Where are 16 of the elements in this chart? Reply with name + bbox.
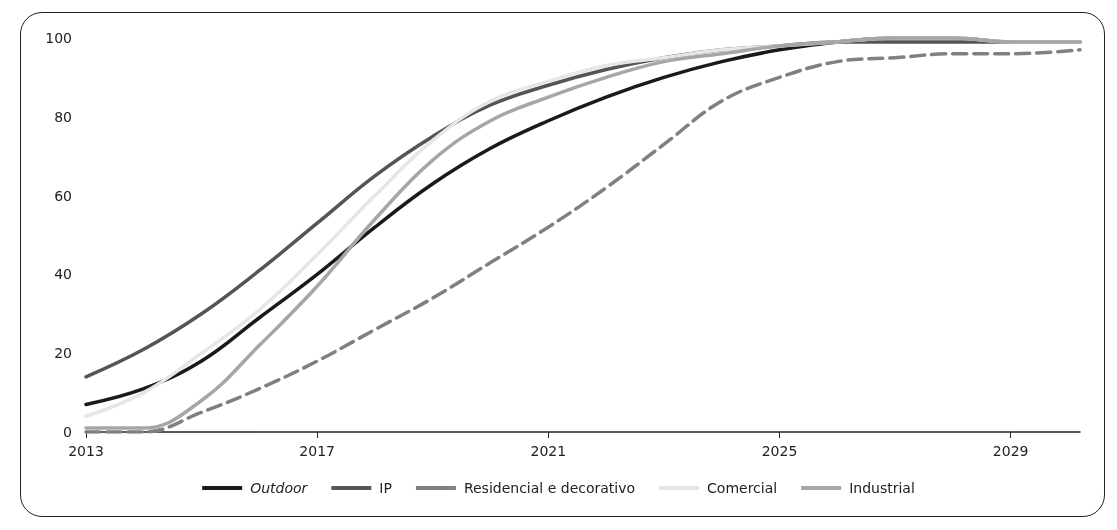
x-tick-label: 2021 bbox=[530, 443, 567, 459]
y-tick-label: 100 bbox=[45, 30, 72, 46]
x-tick-label: 2013 bbox=[68, 443, 104, 459]
y-tick-label: 40 bbox=[54, 266, 72, 283]
legend-label: IP bbox=[379, 480, 392, 496]
x-tick-label: 2017 bbox=[299, 443, 335, 459]
y-tick-label: 60 bbox=[54, 187, 72, 204]
x-tick-label: 2029 bbox=[992, 443, 1029, 459]
legend-label: Outdoor bbox=[250, 480, 309, 496]
y-tick-label: 80 bbox=[54, 108, 72, 125]
legend-label: Industrial bbox=[849, 480, 915, 496]
x-tick-label: 2025 bbox=[761, 443, 798, 459]
legend-label: Comercial bbox=[707, 480, 778, 496]
legend-label: Residencial e decorativo bbox=[463, 480, 636, 496]
y-tick-label: 20 bbox=[54, 345, 72, 362]
y-tick-label: 0 bbox=[63, 424, 72, 440]
